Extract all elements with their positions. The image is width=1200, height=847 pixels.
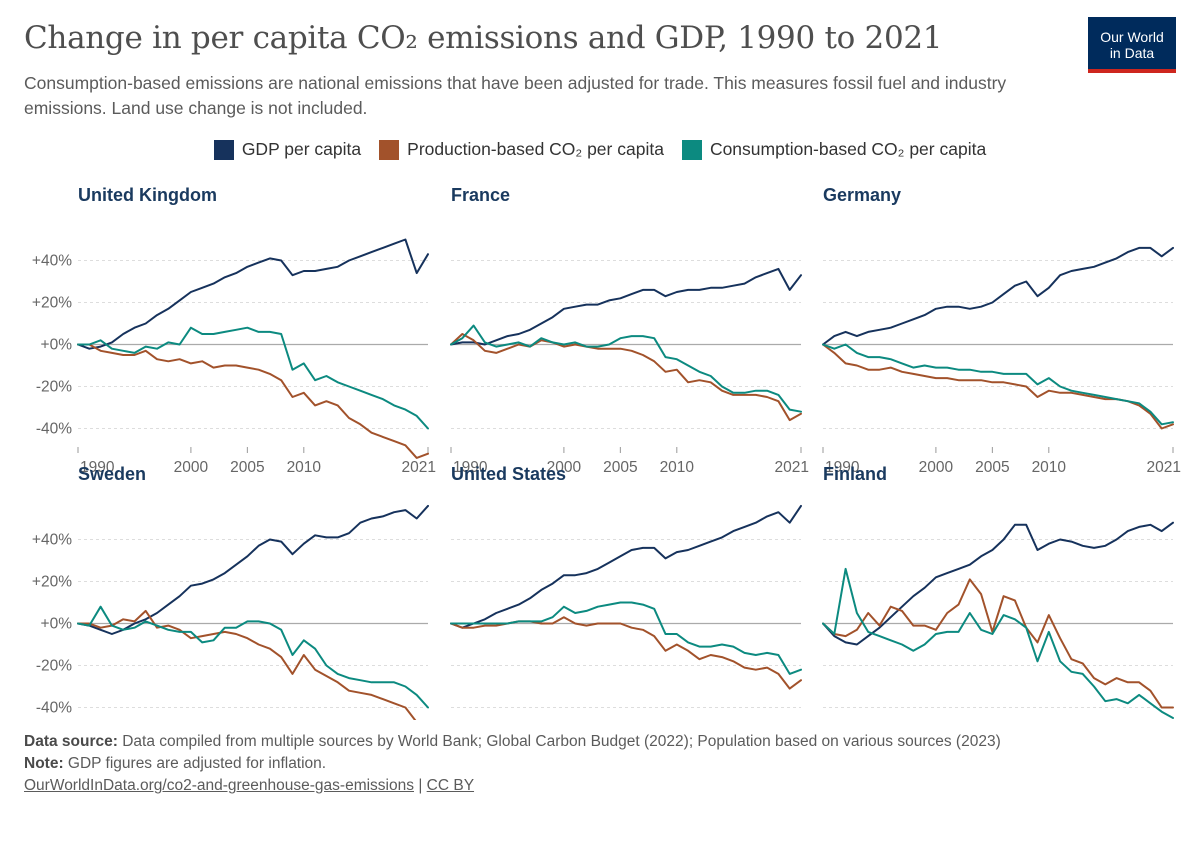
logo-line-2: in Data xyxy=(1109,45,1155,61)
source-url-link[interactable]: OurWorldInData.org/co2-and-greenhouse-ga… xyxy=(24,777,414,794)
consumption-line-germany xyxy=(822,343,1174,426)
y-tick-label: -20% xyxy=(36,379,72,396)
consumption-line-france xyxy=(450,324,802,413)
x-tick-label: 2000 xyxy=(919,459,954,476)
chart-subtitle: Consumption-based emissions are national… xyxy=(24,73,1007,118)
panel-title-united-kingdom: United Kingdom xyxy=(78,185,217,205)
source-line: Data source: Data compiled from multiple… xyxy=(24,731,1144,753)
x-tick-label: 2005 xyxy=(230,459,264,476)
panel-title-sweden: Sweden xyxy=(78,464,146,484)
gdp-line-france xyxy=(450,267,802,346)
legend: GDP per capita Production-based CO₂ per … xyxy=(0,139,1200,160)
consumption-line-finland xyxy=(822,567,1174,719)
link-line: OurWorldInData.org/co2-and-greenhouse-ga… xyxy=(24,775,1144,797)
source-label: Data source: xyxy=(24,733,118,750)
panel-title-united-states: United States xyxy=(451,464,566,484)
y-tick-label: +0% xyxy=(41,616,73,633)
note-line: Note: GDP figures are adjusted for infla… xyxy=(24,753,1144,775)
legend-item-gdp[interactable]: GDP per capita xyxy=(213,139,362,160)
y-tick-label: -20% xyxy=(36,658,72,675)
y-tick-label: +20% xyxy=(32,295,72,312)
note-label: Note: xyxy=(24,755,64,772)
consumption-line-united-kingdom xyxy=(77,326,429,430)
x-tick-label: 2000 xyxy=(547,459,582,476)
legend-item-production[interactable]: Production-based CO₂ per capita xyxy=(379,139,664,160)
production-line-finland xyxy=(822,578,1174,709)
consumption-line-sweden xyxy=(77,605,429,709)
panel-title-germany: Germany xyxy=(823,185,901,205)
x-tick-label: 2005 xyxy=(603,459,637,476)
link-separator: | xyxy=(418,777,423,794)
legend-label-consumption: Consumption-based CO₂ per capita xyxy=(709,139,987,159)
y-tick-label: +20% xyxy=(32,574,72,591)
legend-swatch-gdp xyxy=(213,139,234,160)
gdp-line-germany xyxy=(822,246,1174,346)
x-tick-label: 2021 xyxy=(402,459,436,476)
legend-swatch-production xyxy=(379,139,400,160)
y-tick-label: +0% xyxy=(41,337,73,354)
panel-title-finland: Finland xyxy=(823,464,887,484)
x-tick-label: 2000 xyxy=(174,459,209,476)
x-tick-label: 2005 xyxy=(975,459,1009,476)
logo-line-1: Our World xyxy=(1100,29,1164,45)
production-line-france xyxy=(450,333,802,422)
consumption-line-united-states xyxy=(450,601,802,675)
gdp-line-finland xyxy=(822,521,1174,646)
legend-item-consumption[interactable]: Consumption-based CO₂ per capita xyxy=(681,139,987,160)
gdp-line-sweden xyxy=(77,504,429,635)
panel-title-france: France xyxy=(451,185,510,205)
legend-label-gdp: GDP per capita xyxy=(241,139,362,159)
y-tick-label: -40% xyxy=(36,700,72,717)
x-tick-label: 2010 xyxy=(660,459,695,476)
chart-title: Change in per capita CO₂ emissions and G… xyxy=(24,20,943,56)
x-tick-label: 2010 xyxy=(1032,459,1067,476)
x-tick-label: 2010 xyxy=(287,459,322,476)
owid-logo[interactable]: Our World in Data xyxy=(1088,17,1176,73)
legend-swatch-consumption xyxy=(681,139,702,160)
x-tick-label: 1990 xyxy=(825,459,860,476)
source-text: Data compiled from multiple sources by W… xyxy=(122,733,1001,750)
note-text: GDP figures are adjusted for inflation. xyxy=(67,755,327,772)
gdp-line-united-states xyxy=(450,504,802,629)
y-tick-label: +40% xyxy=(32,532,72,549)
production-line-sweden xyxy=(77,609,417,720)
x-tick-label: 2021 xyxy=(775,459,809,476)
x-tick-label: 1990 xyxy=(80,459,115,476)
small-multiples-chart: United Kingdom +40% +20% +0% -20% -40% 1990 200… xyxy=(32,185,1181,720)
production-line-united-kingdom xyxy=(77,343,429,459)
x-tick-label: 2021 xyxy=(1147,459,1181,476)
y-tick-label: +40% xyxy=(32,253,72,270)
license-link[interactable]: CC BY xyxy=(426,777,475,794)
footer: Data source: Data compiled from multiple… xyxy=(24,731,1144,797)
y-tick-label: -40% xyxy=(36,421,72,438)
gdp-line-united-kingdom xyxy=(77,238,429,350)
legend-label-production: Production-based CO₂ per capita xyxy=(407,139,664,159)
x-tick-label: 1990 xyxy=(453,459,488,476)
